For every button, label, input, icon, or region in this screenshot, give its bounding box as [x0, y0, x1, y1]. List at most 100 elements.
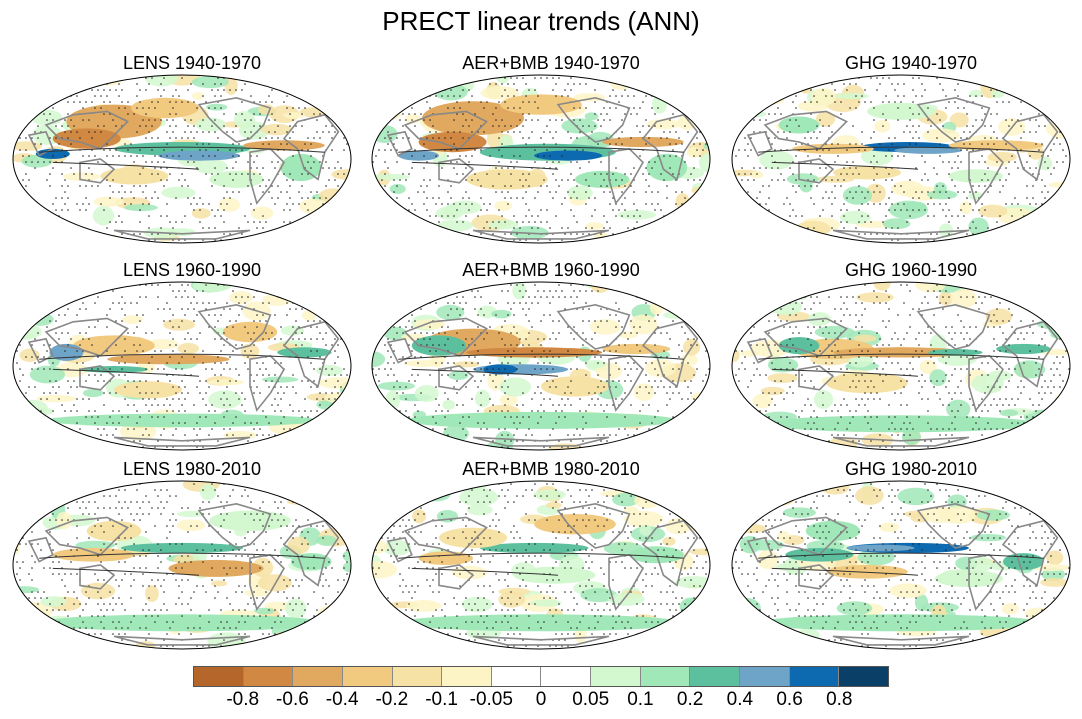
- trend-patch: [573, 93, 606, 102]
- trend-patch: [218, 197, 240, 212]
- trend-patch: [608, 592, 645, 606]
- world-map: [371, 281, 711, 451]
- trend-patch: [258, 104, 275, 115]
- colorbar-bin: [690, 667, 741, 686]
- trend-patch: [736, 505, 763, 520]
- map-outline: [371, 281, 711, 451]
- trend-patch: [15, 91, 30, 103]
- colorbar-tick-label: -0.05: [469, 689, 513, 710]
- trend-patch: [46, 413, 318, 428]
- map-panel: AER+BMB 1940-1970: [371, 52, 731, 247]
- coastline: [746, 536, 773, 563]
- trend-patch: [681, 285, 710, 295]
- trend-patch: [732, 622, 762, 642]
- trend-patch: [13, 233, 31, 243]
- contour-line: [39, 353, 325, 377]
- trend-patch: [122, 315, 143, 324]
- map-outline: [731, 74, 1071, 244]
- trend-patch: [144, 75, 179, 87]
- colorbar-bin: [591, 667, 641, 686]
- map-panel: LENS 1940-1970: [12, 52, 372, 247]
- trend-patch: [889, 583, 927, 599]
- trend-patch: [758, 614, 1044, 632]
- trend-patch: [285, 598, 307, 619]
- contour-line: [39, 552, 325, 576]
- trend-patch: [93, 196, 124, 207]
- trend-patch: [158, 150, 240, 161]
- map-outline: [12, 74, 352, 244]
- trend-patch: [244, 589, 270, 597]
- trend-patch: [1044, 644, 1070, 649]
- trend-patch: [437, 219, 474, 232]
- trend-patch: [17, 89, 37, 109]
- trend-patch: [1040, 577, 1069, 587]
- trend-patch: [842, 186, 873, 205]
- trend-patch: [968, 217, 989, 236]
- map-outline: [12, 281, 352, 451]
- trend-patch: [762, 495, 794, 506]
- trend-patch: [40, 596, 67, 607]
- trend-patch: [177, 342, 200, 355]
- trend-patch: [131, 97, 199, 119]
- coastline: [438, 365, 475, 391]
- trend-patch: [769, 298, 802, 316]
- stipple-dots: [732, 77, 1070, 241]
- colorbar-tick-label: -0.8: [226, 689, 260, 710]
- trend-patch: [372, 173, 410, 181]
- trend-patch: [480, 86, 520, 100]
- colorbar-tick-label: -0.4: [325, 689, 359, 710]
- trend-patch: [679, 597, 704, 616]
- coastline: [197, 303, 272, 350]
- trend-patch: [782, 507, 816, 518]
- trend-patch: [337, 427, 351, 447]
- trend-patch: [71, 282, 98, 290]
- coastline: [113, 436, 251, 447]
- map-panel: GHG 1940-1970: [731, 52, 1082, 247]
- trend-patch: [798, 100, 829, 112]
- coastline: [746, 130, 773, 157]
- trend-patch: [80, 582, 116, 600]
- trend-patch: [1038, 219, 1063, 236]
- coastline: [798, 365, 835, 391]
- trend-patch: [1042, 481, 1070, 499]
- contour-line: [398, 146, 684, 170]
- trend-patch: [222, 321, 278, 343]
- trend-patch: [948, 169, 1003, 183]
- contour-line: [39, 146, 325, 170]
- trend-patch: [639, 524, 652, 536]
- trend-patch: [1062, 400, 1070, 407]
- trend-patch: [1045, 405, 1070, 420]
- coastline: [556, 502, 631, 549]
- coastline: [916, 502, 991, 549]
- trend-patch: [765, 415, 1037, 433]
- trend-patch: [839, 210, 871, 225]
- trend-patch: [398, 614, 684, 632]
- trend-patch: [341, 186, 351, 200]
- trend-patch: [638, 78, 674, 88]
- trend-patch: [261, 376, 299, 383]
- trend-patch: [894, 147, 963, 154]
- colorbar-tick-label: -0.6: [276, 689, 309, 710]
- map-outline: [12, 480, 352, 650]
- trend-patch: [383, 326, 408, 341]
- colorbar-tick-label: 0.8: [826, 689, 853, 710]
- trend-patch: [767, 641, 795, 649]
- trend-patch: [442, 399, 456, 410]
- trend-patch: [161, 186, 196, 199]
- trend-patch: [31, 109, 63, 126]
- coastline: [386, 130, 413, 157]
- trend-patch: [372, 209, 384, 223]
- coastline: [386, 337, 413, 364]
- trend-patch: [283, 638, 301, 649]
- trend-patch: [575, 170, 630, 188]
- trend-patch: [302, 310, 317, 321]
- trend-patch: [978, 204, 1008, 218]
- trend-patch: [732, 597, 761, 618]
- trend-patch: [833, 347, 969, 358]
- trend-patch: [46, 235, 65, 243]
- figure-title: PRECT linear trends (ANN): [382, 6, 700, 36]
- trend-patch: [732, 497, 748, 511]
- world-map: [731, 281, 1071, 451]
- trend-patch: [277, 347, 332, 358]
- trend-patch: [662, 496, 699, 511]
